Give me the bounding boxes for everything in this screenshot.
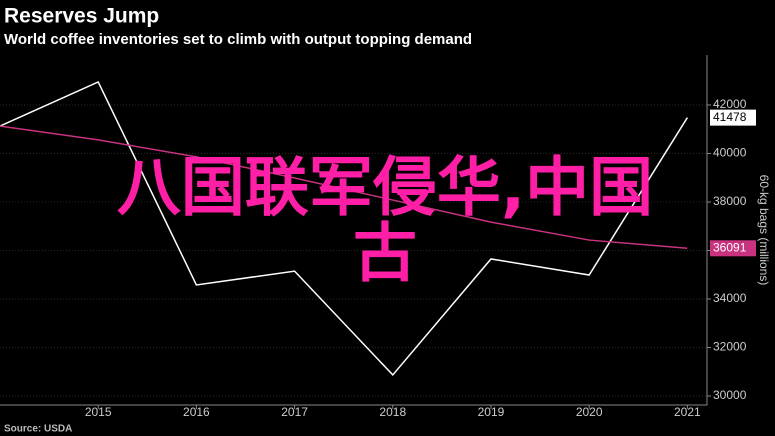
y-tick-label: 42000 (713, 97, 747, 111)
overlay-text: 八国联军侵华,中国 (117, 152, 653, 226)
value-label: 36091 (713, 240, 747, 254)
y-tick-label: 34000 (713, 291, 747, 305)
y-tick-label: 38000 (713, 194, 747, 208)
x-tick-label: 2017 (281, 405, 308, 419)
chart-subtitle: World coffee inventories set to climb wi… (4, 31, 472, 48)
x-tick-label: 2018 (379, 405, 406, 419)
overlay-text: 古 (353, 218, 417, 292)
y-tick-label: 30000 (713, 388, 747, 402)
value-label-box (710, 109, 756, 126)
value-label: 41478 (713, 110, 747, 124)
x-tick-label: 2021 (674, 405, 701, 419)
x-tick-label: 2020 (576, 405, 603, 419)
x-tick-label: 2019 (478, 405, 505, 419)
series-line (0, 80, 688, 377)
series-line (0, 125, 688, 250)
y-tick-label: 32000 (713, 340, 747, 354)
y-axis-label: 60-kg bags (millions) (757, 175, 771, 286)
chart-title: Reserves Jump (4, 5, 159, 28)
x-tick-label: 2015 (85, 405, 112, 419)
x-tick-label: 2016 (183, 405, 210, 419)
value-label-box (710, 240, 756, 257)
y-tick-label: 40000 (713, 146, 747, 160)
source: Source: USDA (4, 424, 72, 435)
